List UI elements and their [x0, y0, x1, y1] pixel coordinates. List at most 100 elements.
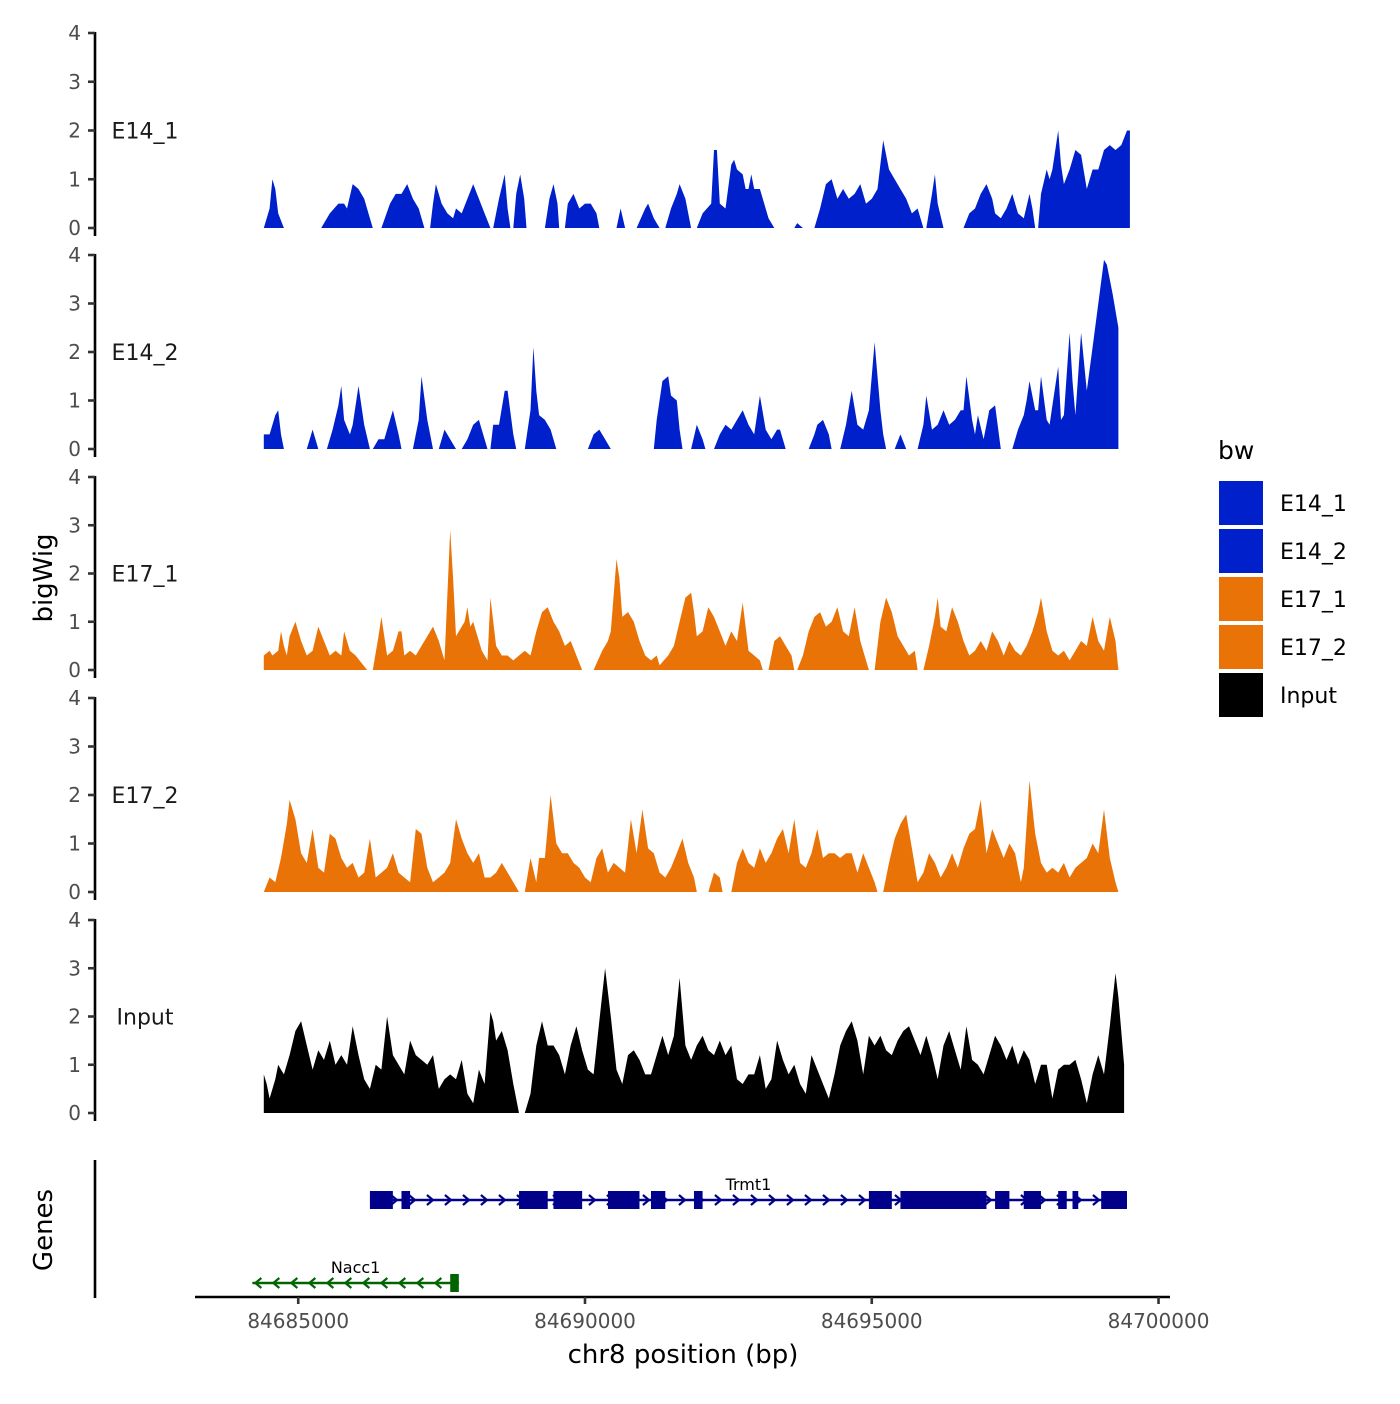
gene-exon [369, 1191, 393, 1209]
gene-label: Trmt1 [725, 1175, 772, 1194]
gene-exon [1101, 1191, 1127, 1209]
y-tick-label: 3 [68, 735, 81, 759]
strand-arrow [408, 1194, 417, 1206]
strand-arrow [390, 1194, 399, 1206]
y-tick-label: 1 [68, 610, 81, 634]
strand-arrow [307, 1277, 317, 1289]
legend-label: Input [1280, 684, 1337, 709]
genes-panel: Trmt1 Nacc1 [93, 1160, 1127, 1298]
y-tick-label: 4 [68, 465, 81, 489]
gene-exon [650, 1191, 666, 1209]
track-label: Input [117, 1006, 174, 1031]
y-tick-label: 1 [68, 832, 81, 856]
y-tick-label: 4 [68, 686, 81, 710]
strand-arrow [498, 1194, 507, 1206]
x-tick-label: 84685000 [247, 1309, 349, 1333]
signal-area [263, 259, 1119, 449]
track-label: E17_2 [112, 784, 179, 809]
legend-item-e14-1: E14_1 [1219, 481, 1347, 525]
signal-area [263, 968, 1125, 1113]
y-tick-label: 2 [68, 119, 81, 143]
strand-arrow [325, 1277, 335, 1289]
gene-exon [900, 1191, 987, 1209]
strand-arrow [732, 1194, 741, 1206]
y-tick-label: 4 [68, 243, 81, 267]
strand-arrow [858, 1194, 867, 1206]
legend-item-e17-2: E17_2 [1219, 625, 1347, 669]
track-label: E14_1 [112, 120, 179, 145]
y-tick-label: 1 [68, 1053, 81, 1077]
y-tick-label: 4 [68, 908, 81, 932]
strand-arrow [253, 1277, 263, 1289]
strand-arrow [397, 1277, 407, 1289]
legend-item-input: Input [1219, 673, 1337, 717]
signal-tracks: 0 1 2 3 4 E14_1 0 1 2 3 4 E14_2 0 1 2 3 4 E17_1 0 1 2 3 4 E17_2… [68, 21, 1130, 1125]
y-tick-label: 0 [68, 658, 81, 682]
strand-arrow [840, 1194, 849, 1206]
strand-arrow [480, 1194, 489, 1206]
strand-arrow [804, 1194, 813, 1206]
track-label: E14_2 [112, 341, 179, 366]
signal-area [263, 130, 1130, 228]
strand-arrow [462, 1194, 471, 1206]
strand-arrow [426, 1194, 435, 1206]
strand-arrow [984, 1194, 993, 1206]
gene-exon [995, 1191, 1010, 1209]
legend-item-e14-2: E14_2 [1219, 529, 1347, 573]
strand-arrow [415, 1277, 425, 1289]
legend-label: E14_2 [1280, 540, 1347, 565]
strand-arrow [343, 1277, 353, 1289]
legend-label: E17_1 [1280, 588, 1347, 613]
strand-arrow [379, 1277, 389, 1289]
track-input: 0 1 2 3 4 Input [68, 908, 1125, 1125]
track-label: E17_1 [112, 563, 179, 588]
y-axis-title: bigWig [29, 533, 59, 622]
gene-trmt1: Trmt1 [369, 1175, 1127, 1209]
track-e17-1: 0 1 2 3 4 E17_1 [68, 465, 1119, 682]
y-tick-label: 3 [68, 956, 81, 980]
strand-arrow [444, 1194, 453, 1206]
strand-arrow [433, 1277, 443, 1289]
x-tick-label: 84690000 [534, 1309, 636, 1333]
y-tick-label: 4 [68, 21, 81, 45]
y-tick-label: 3 [68, 70, 81, 94]
track-e17-2: 0 1 2 3 4 E17_2 [68, 686, 1119, 904]
gene-exon [553, 1191, 583, 1209]
gene-exon [1023, 1191, 1041, 1209]
legend-swatch [1219, 625, 1263, 669]
legend-label: E14_1 [1280, 492, 1347, 517]
legend-item-e17-1: E17_1 [1219, 577, 1347, 621]
gene-exon [450, 1274, 459, 1292]
strand-arrow [768, 1194, 777, 1206]
genes-axis-title: Genes [29, 1189, 59, 1271]
strand-arrow [1092, 1194, 1101, 1206]
gene-exon [868, 1191, 892, 1209]
x-axis-title: chr8 position (bp) [568, 1340, 799, 1370]
gene-label: Nacc1 [331, 1258, 381, 1277]
y-tick-label: 3 [68, 292, 81, 316]
y-tick-label: 1 [68, 167, 81, 191]
gene-exon [607, 1191, 640, 1209]
y-tick-label: 0 [68, 437, 81, 461]
gene-exon [519, 1191, 548, 1209]
legend-swatch [1219, 529, 1263, 573]
strand-arrow [822, 1194, 831, 1206]
x-axis: 84685000 84690000 84695000 84700000 [195, 1295, 1209, 1333]
y-tick-label: 2 [68, 1005, 81, 1029]
gene-exon [1058, 1191, 1067, 1209]
strand-arrow [642, 1194, 651, 1206]
y-tick-label: 2 [68, 562, 81, 586]
y-tick-label: 2 [68, 783, 81, 807]
gene-exon [1072, 1191, 1079, 1209]
y-tick-label: 1 [68, 389, 81, 413]
y-tick-label: 3 [68, 513, 81, 537]
legend-label: E17_2 [1280, 636, 1347, 661]
strand-arrow [714, 1194, 723, 1206]
legend-swatch [1219, 481, 1263, 525]
gene-nacc1: Nacc1 [252, 1258, 459, 1292]
signal-area [263, 780, 1119, 892]
y-tick-label: 0 [68, 1101, 81, 1125]
strand-arrow [678, 1194, 687, 1206]
